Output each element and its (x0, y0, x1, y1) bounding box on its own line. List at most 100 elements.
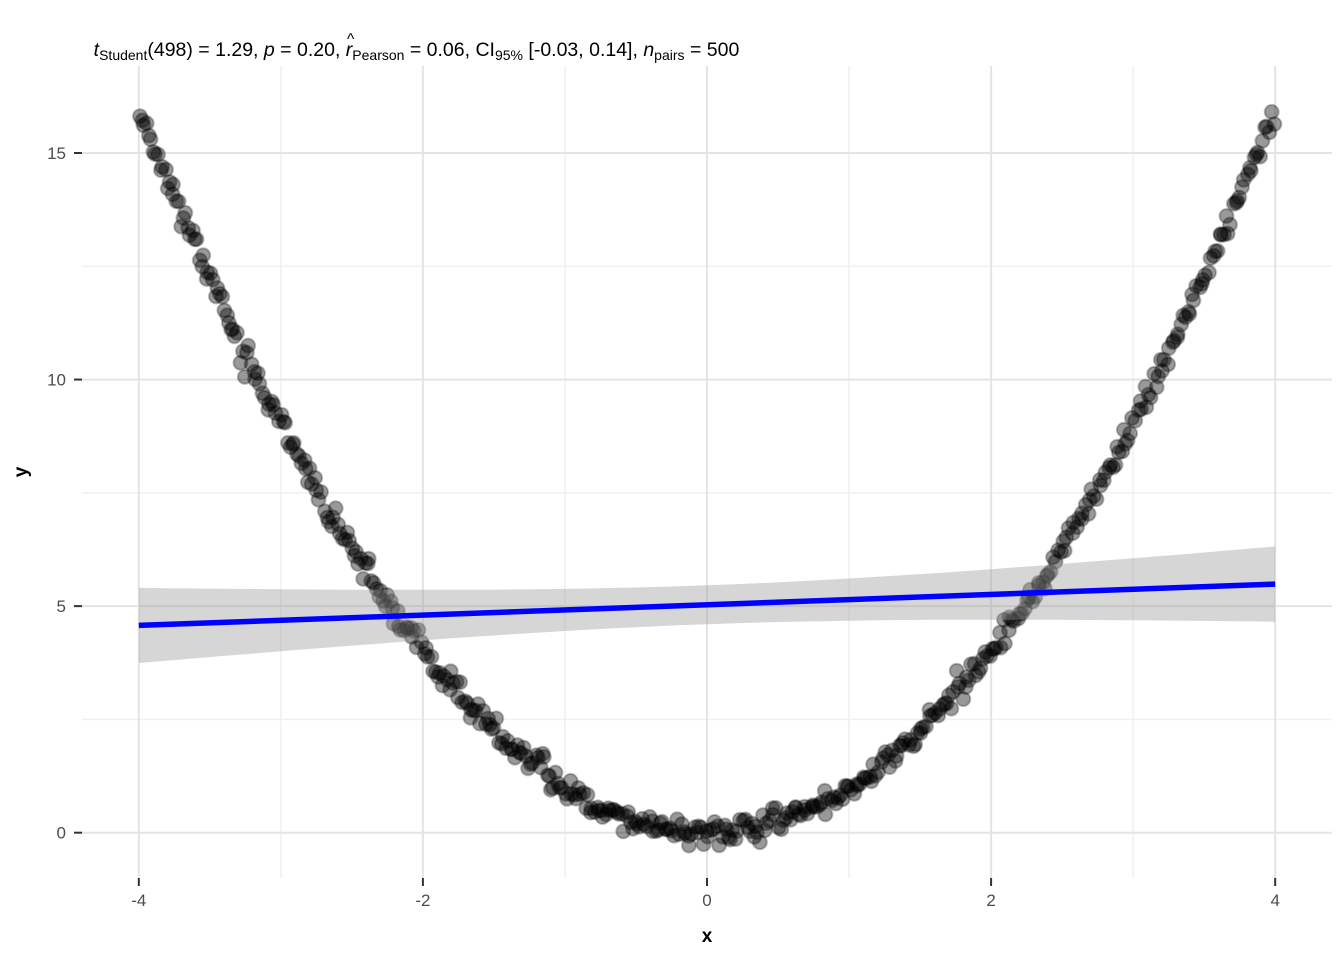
data-point (1252, 148, 1269, 165)
data-point (840, 778, 857, 795)
data-point (1185, 292, 1202, 309)
data-point (498, 740, 515, 757)
data-point (673, 816, 690, 833)
data-point (816, 782, 833, 799)
data-point (427, 664, 444, 680)
data-point (930, 707, 947, 724)
data-point (568, 790, 584, 807)
data-point (578, 800, 595, 817)
data-point (881, 759, 898, 776)
data-point (475, 702, 492, 719)
data-point (714, 828, 731, 845)
data-point (711, 837, 728, 854)
data-point (1045, 549, 1062, 566)
data-point (1234, 179, 1250, 196)
data-point (570, 780, 587, 796)
data-point (1035, 574, 1052, 591)
data-point (718, 821, 735, 838)
data-point (273, 406, 290, 423)
data-point (648, 823, 665, 840)
data-point (260, 396, 277, 412)
data-point (809, 798, 825, 815)
data-point (905, 738, 922, 755)
data-point (796, 798, 813, 815)
data-point (185, 222, 201, 239)
data-point (355, 570, 372, 587)
data-point (1085, 488, 1102, 505)
data-point (518, 748, 534, 765)
stats-title: tStudent(498) = 1.29, p = 0.20, ^ rPearso… (72, 16, 740, 85)
data-point (773, 821, 790, 838)
data-point (211, 285, 228, 302)
data-point (1146, 365, 1163, 382)
data-point (1160, 356, 1177, 373)
data-point (966, 655, 983, 672)
data-point (1127, 412, 1144, 429)
data-point (1091, 471, 1108, 488)
data-point (229, 324, 245, 341)
title-segment-1: (498) = 1.29, (147, 39, 264, 61)
data-point (493, 735, 510, 752)
data-point (346, 547, 363, 564)
data-point (284, 436, 301, 453)
data-point (634, 810, 651, 827)
data-point (901, 736, 918, 753)
title-n-symbol: n (643, 39, 655, 61)
y-tick-label: 5 (57, 597, 66, 616)
data-point (529, 749, 546, 766)
data-point (319, 509, 336, 526)
data-point (784, 803, 801, 820)
data-point (1261, 124, 1278, 141)
data-point (360, 550, 377, 567)
data-point (735, 812, 752, 829)
data-point (202, 265, 219, 282)
data-point (327, 500, 344, 517)
data-point (224, 321, 241, 338)
data-point (727, 831, 744, 847)
data-point (1138, 399, 1155, 416)
data-point (180, 219, 197, 236)
title-rhat-symbol: ^ r (346, 31, 355, 62)
data-point (439, 671, 456, 688)
data-point (491, 734, 507, 751)
regression-line (138, 581, 1276, 629)
data-point (988, 639, 1004, 656)
data-point (610, 805, 627, 822)
title-t-symbol: t (93, 39, 100, 61)
data-point (243, 356, 260, 373)
data-point (513, 745, 530, 762)
data-point (787, 799, 804, 815)
data-point (1040, 566, 1056, 583)
data-point (553, 779, 570, 796)
data-point (293, 455, 310, 472)
data-point (419, 648, 436, 665)
data-point (877, 744, 894, 760)
data-point (220, 314, 237, 331)
data-point (457, 693, 474, 710)
data-point (303, 476, 320, 492)
data-point (749, 824, 765, 841)
data-point (208, 288, 224, 305)
y-tick-label: 10 (47, 371, 66, 390)
data-point (870, 764, 887, 781)
x-tick-label: -2 (415, 891, 430, 910)
data-point (842, 781, 859, 798)
data-point (846, 785, 863, 802)
data-point (755, 807, 771, 824)
data-point (164, 186, 181, 203)
data-point (1088, 491, 1105, 508)
data-point (1073, 511, 1090, 528)
data-point (430, 668, 447, 685)
data-point (1060, 520, 1077, 537)
data-point (706, 813, 723, 830)
data-point (524, 754, 541, 771)
data-point (722, 831, 739, 848)
data-point (1229, 192, 1246, 209)
data-point (161, 174, 178, 190)
data-point (662, 820, 679, 837)
data-point (277, 414, 294, 431)
data-point (951, 675, 968, 692)
data-point (924, 707, 941, 724)
data-point (550, 775, 567, 792)
